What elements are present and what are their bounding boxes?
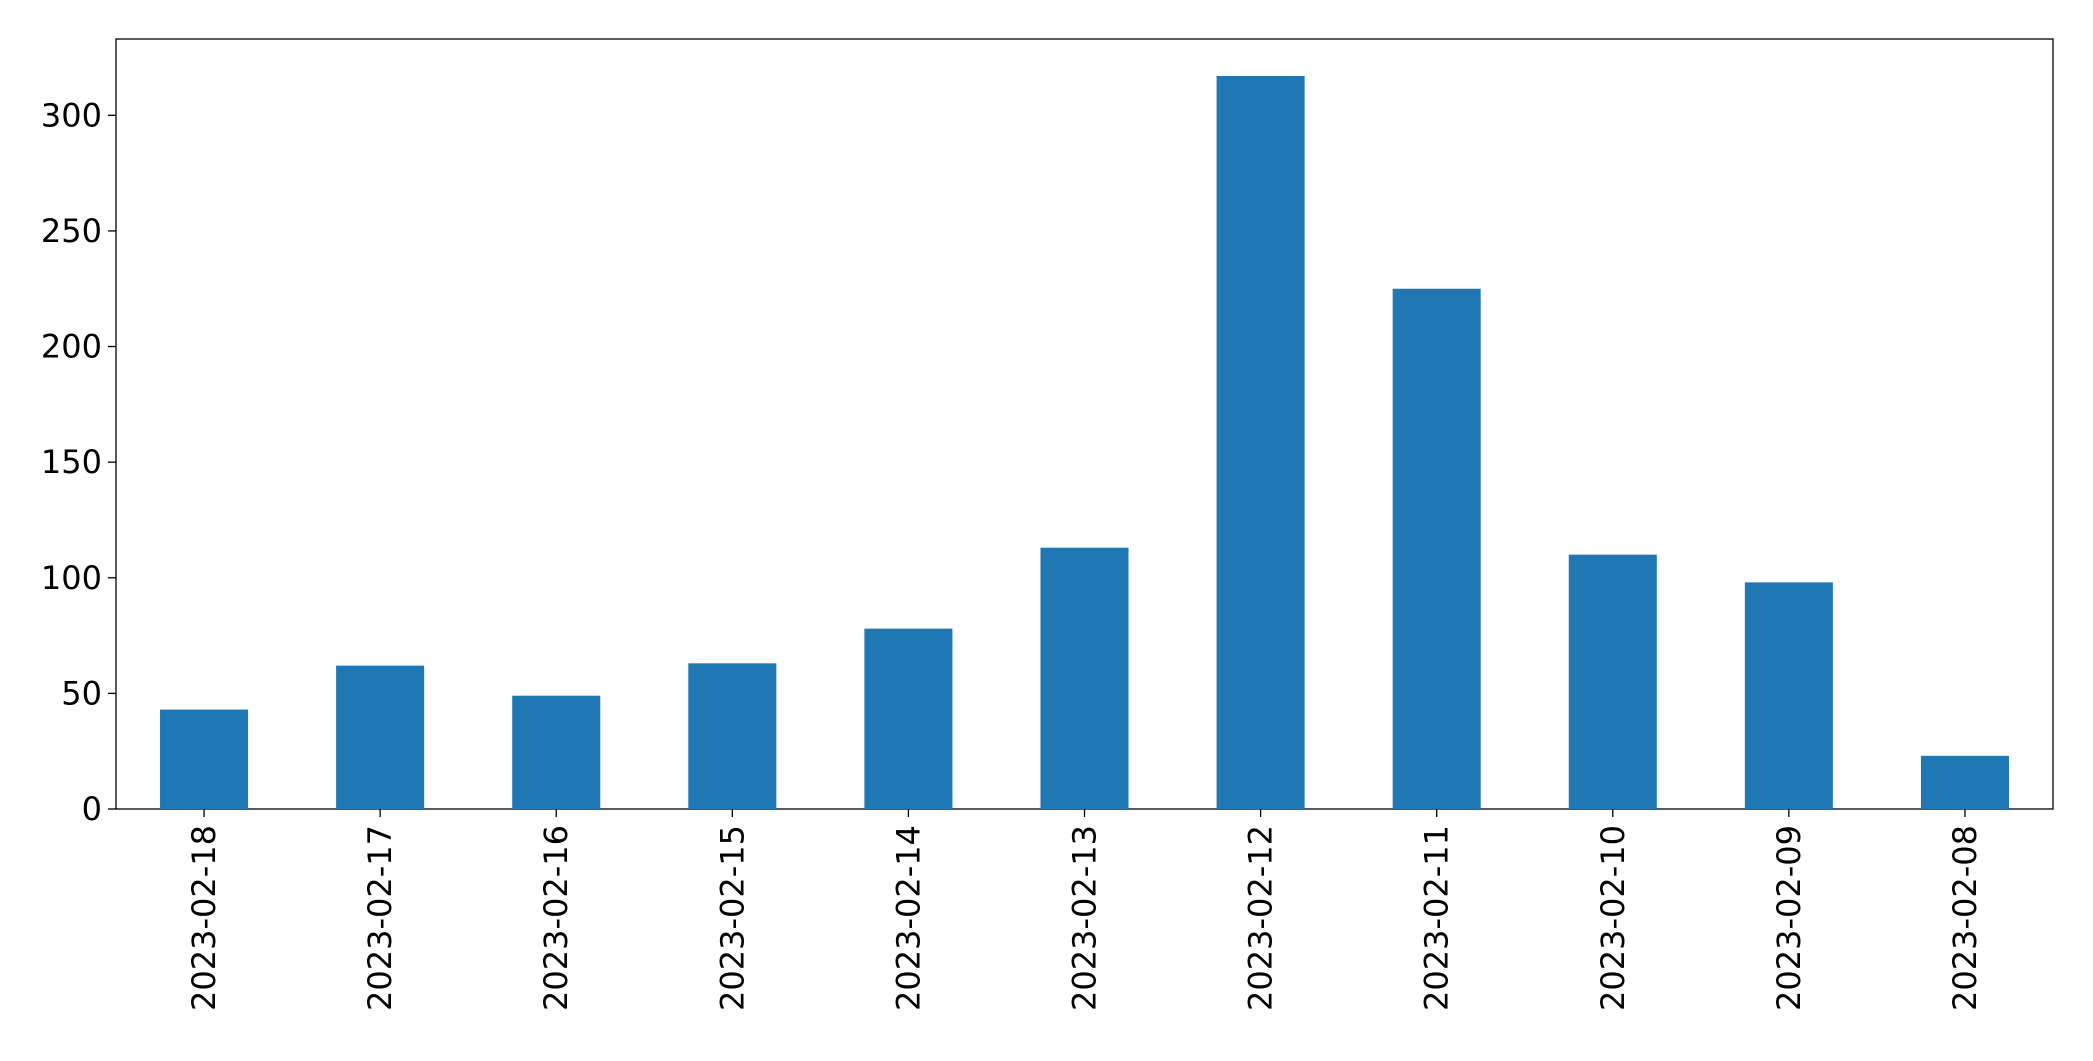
x-tick-label: 2023-02-18 — [185, 825, 223, 1011]
bar — [1392, 288, 1481, 809]
bar — [336, 665, 425, 809]
x-tick-label: 2023-02-09 — [1770, 825, 1808, 1011]
bar — [1040, 547, 1129, 809]
y-tick-label: 0 — [82, 790, 102, 828]
y-tick-label: 100 — [41, 559, 102, 597]
x-tick-label: 2023-02-08 — [1946, 825, 1984, 1011]
bar — [1568, 554, 1657, 809]
bar — [512, 695, 601, 809]
y-tick-label: 250 — [41, 212, 102, 250]
x-tick-label: 2023-02-14 — [889, 825, 927, 1011]
y-tick-label: 150 — [41, 443, 102, 481]
bar — [1216, 75, 1305, 809]
x-tick-label: 2023-02-12 — [1242, 825, 1280, 1011]
bar — [160, 709, 249, 809]
bar — [1744, 582, 1833, 809]
bar — [864, 628, 953, 809]
bar — [688, 663, 777, 809]
y-tick-label: 200 — [41, 328, 102, 366]
x-tick-label: 2023-02-15 — [713, 825, 751, 1011]
y-tick-label: 300 — [41, 96, 102, 134]
x-tick-label: 2023-02-11 — [1418, 825, 1456, 1011]
y-tick-label: 50 — [61, 674, 102, 712]
x-tick-label: 2023-02-17 — [361, 825, 399, 1011]
x-tick-label: 2023-02-10 — [1594, 825, 1632, 1011]
x-tick-label: 2023-02-13 — [1066, 825, 1104, 1011]
bar — [1920, 755, 2009, 809]
x-tick-label: 2023-02-16 — [537, 825, 575, 1011]
